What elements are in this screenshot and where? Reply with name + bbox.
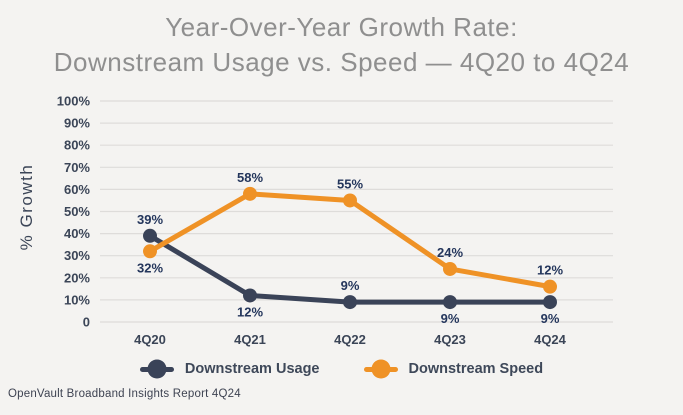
line-chart: 100% 90% 80% 70% 60% 50% 40% 30% 20% 10% 0 4Q20 4Q21… [17, 94, 613, 347]
y-tick-10: 10% [64, 292, 90, 307]
legend-label-speed: Downstream Speed [408, 361, 544, 377]
y-tick-20: 20% [64, 270, 90, 285]
usage-data-label-4Q22: 9% [341, 278, 360, 293]
y-tick-100: 100% [57, 94, 91, 109]
y-axis-label: % Growth [17, 164, 36, 251]
x-tick-4Q23: 4Q23 [434, 332, 466, 347]
speed-point-4Q22 [343, 193, 357, 208]
x-tick-4Q20: 4Q20 [134, 332, 166, 347]
legend-item-downstream-usage: Downstream Usage [139, 356, 320, 382]
usage-data-label-4Q23: 9% [441, 311, 460, 326]
y-tick-50: 50% [64, 204, 90, 219]
speed-line-marker-icon [363, 366, 398, 372]
speed-data-label-4Q21: 58% [237, 170, 263, 185]
usage-data-label-4Q24: 9% [541, 311, 560, 326]
y-tick-90: 90% [64, 116, 90, 131]
usage-data-label-4Q21: 12% [237, 304, 263, 319]
usage-point-4Q23 [443, 295, 457, 310]
chart-title-line2: Downstream Usage vs. Speed — 4Q20 to 4Q2… [53, 47, 630, 77]
usage-point-4Q24 [543, 295, 557, 310]
usage-point-4Q22 [343, 295, 357, 310]
y-tick-60: 60% [64, 182, 90, 197]
y-tick-80: 80% [64, 138, 90, 153]
x-tick-4Q22: 4Q22 [334, 332, 366, 347]
usage-point-4Q20 [143, 228, 157, 243]
speed-point-4Q20 [143, 244, 157, 259]
y-tick-30: 30% [64, 248, 90, 263]
usage-data-label-4Q20: 39% [137, 212, 163, 227]
usage-point-4Q21 [243, 288, 257, 303]
legend-label-usage: Downstream Usage [184, 361, 320, 377]
y-tick-0: 0 [83, 315, 90, 330]
legend-item-downstream-speed: Downstream Speed [363, 356, 544, 382]
speed-data-label-4Q22: 55% [337, 176, 363, 191]
usage-line-marker-icon [139, 366, 174, 372]
x-tick-4Q21: 4Q21 [234, 332, 266, 347]
chart-legend: Downstream Usage Downstream Speed [0, 356, 683, 382]
chart-title-line1: Year-Over-Year Growth Rate: [165, 12, 518, 42]
speed-data-label-4Q23: 24% [437, 245, 463, 260]
y-tick-70: 70% [64, 160, 90, 175]
speed-point-4Q21 [243, 186, 257, 201]
speed-data-label-4Q24: 12% [537, 263, 563, 278]
x-tick-4Q24: 4Q24 [534, 332, 567, 347]
speed-data-label-4Q20: 32% [137, 260, 163, 275]
speed-point-4Q23 [443, 261, 457, 276]
chart-title: Year-Over-Year Growth Rate: Downstream U… [0, 10, 683, 80]
speed-point-4Q24 [543, 279, 557, 294]
y-tick-40: 40% [64, 226, 90, 241]
source-attribution: OpenVault Broadband Insights Report 4Q24 [8, 388, 241, 400]
